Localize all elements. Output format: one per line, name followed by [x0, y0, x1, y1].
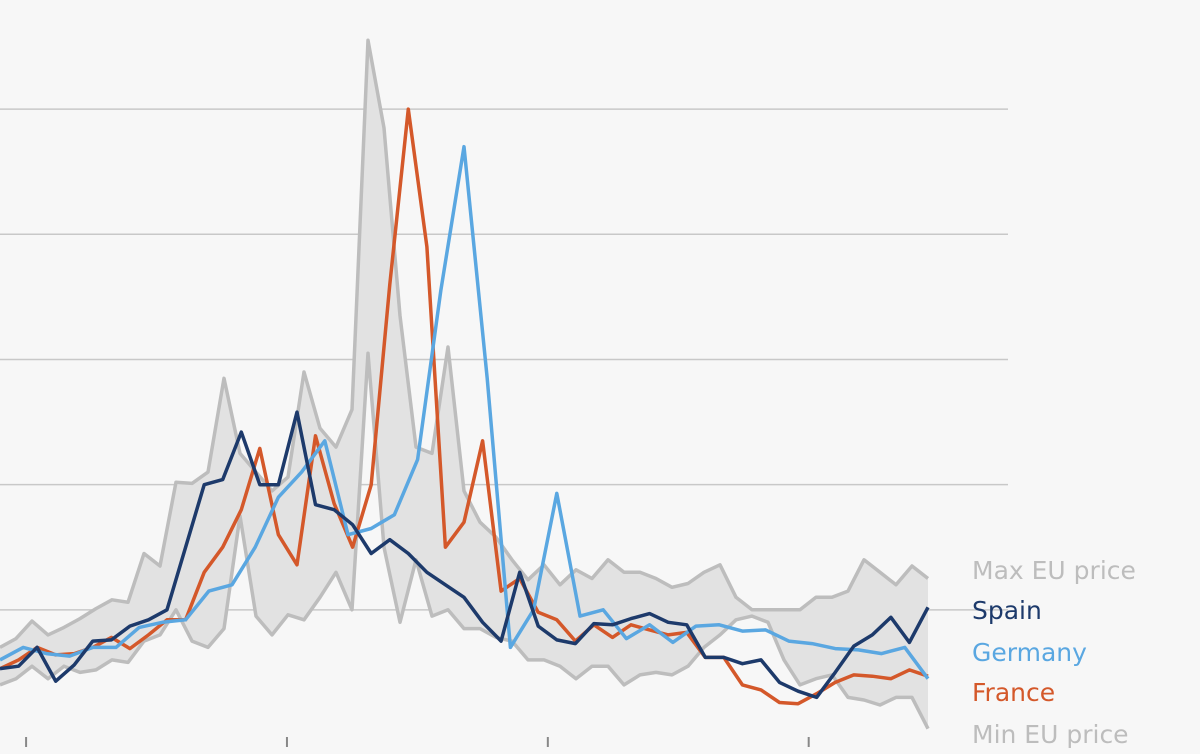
series-line-spain [0, 410, 930, 700]
eu-price-range-band [0, 38, 930, 730]
max-eu-price-line [0, 38, 930, 649]
label-min-eu-price: Min EU price [972, 720, 1129, 749]
band-area [0, 40, 928, 729]
label-germany: Germany [972, 638, 1087, 667]
label-france: France [972, 678, 1055, 707]
gridlines [0, 108, 1008, 611]
series-line-france [0, 107, 929, 706]
series-lines [0, 107, 930, 706]
label-max-eu-price: Max EU price [972, 556, 1136, 585]
series-line-germany [0, 144, 930, 680]
legend: Max EU price Spain Germany France Min EU… [972, 556, 1136, 749]
x-axis [25, 737, 810, 747]
label-spain: Spain [972, 596, 1042, 625]
